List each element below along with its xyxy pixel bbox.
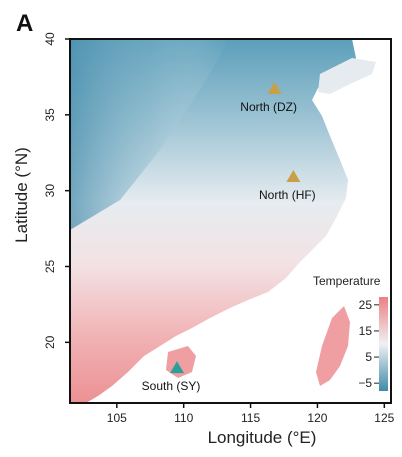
site-label: South (SY): [142, 379, 201, 393]
legend-tick-label: 15: [359, 324, 373, 338]
site-marker-triangle: [170, 361, 184, 374]
x-tick-label: 120: [307, 411, 327, 425]
x-tick-label: 125: [374, 411, 394, 425]
y-tick-label: 20: [43, 335, 57, 349]
legend-tick-label: −5: [358, 376, 372, 390]
legend-tick-label: 25: [359, 298, 373, 312]
west-cold-zone: [70, 39, 230, 230]
site-marker-triangle: [286, 170, 301, 183]
site-markers: North (DZ) North (HF) South (SY): [142, 82, 316, 393]
legend-title: Temperature: [313, 274, 381, 288]
plot-frame: [69, 38, 392, 404]
shandong-peninsula: [318, 58, 376, 94]
site-label: North (DZ): [240, 100, 297, 114]
site-marker-triangle: [267, 82, 282, 95]
taiwan-island: [316, 306, 350, 386]
site-label: North (HF): [259, 188, 316, 202]
x-axis-title: Longitude (°E): [208, 428, 317, 447]
y-tick-label: 35: [43, 108, 57, 122]
x-tick-label: 110: [174, 411, 193, 425]
legend-tick-label: 5: [365, 350, 372, 364]
legend-ticks: 25 15 5 −5: [358, 298, 379, 390]
y-tick-label: 40: [43, 32, 57, 46]
map-layer: [70, 39, 376, 403]
x-tick-label: 105: [107, 411, 127, 425]
x-tick-label: 115: [241, 411, 260, 425]
x-axis-ticks: 105 110 115 120 125: [107, 403, 395, 425]
y-axis-title: Latitude (°N): [12, 147, 31, 243]
panel-label: A: [16, 10, 34, 37]
y-tick-label: 25: [43, 260, 57, 274]
legend: Temperature 25 15 5 −5: [313, 274, 388, 391]
hainan-island: [166, 346, 196, 378]
legend-colorbar: [379, 297, 388, 391]
y-axis-ticks: 20 25 30 35 40: [43, 32, 70, 349]
y-tick-label: 30: [43, 184, 57, 198]
